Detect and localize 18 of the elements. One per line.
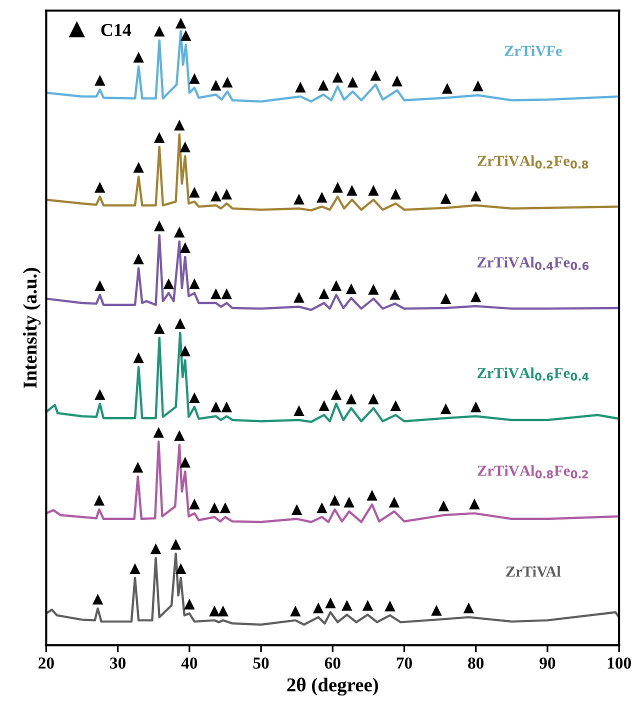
- x-tick-label: 50: [253, 657, 269, 669]
- text: ZrTiVAl$_{0.4}$Fe$_{0.6}$: [477, 256, 589, 270]
- x-axis-title: 2θ (degree): [287, 678, 378, 696]
- x-tick-label: 60: [324, 657, 340, 669]
- x-tick-label: 100: [608, 657, 631, 669]
- text: ZrTiVAl$_{0.6}$Fe$_{0.4}$: [477, 367, 589, 381]
- text: ZrTiVAl: [506, 566, 561, 577]
- x-tick-label: 30: [110, 657, 126, 669]
- text: ZrTiVAl$_{0.8}$Fe$_{0.2}$: [478, 465, 588, 478]
- y-axis-title: Intensity (a.u.): [22, 268, 41, 388]
- legend-label: C14: [101, 24, 132, 36]
- x-tick-label: 40: [181, 657, 198, 669]
- x-tick-label: 80: [468, 657, 484, 669]
- text: ZrTiVAl$_{0.2}$Fe$_{0.8}$: [478, 155, 588, 169]
- text: ZrTiVFe: [504, 45, 562, 56]
- x-tick-label: 90: [540, 657, 556, 669]
- x-tick-label: 20: [38, 657, 54, 669]
- x-tick-label: 70: [396, 657, 412, 669]
